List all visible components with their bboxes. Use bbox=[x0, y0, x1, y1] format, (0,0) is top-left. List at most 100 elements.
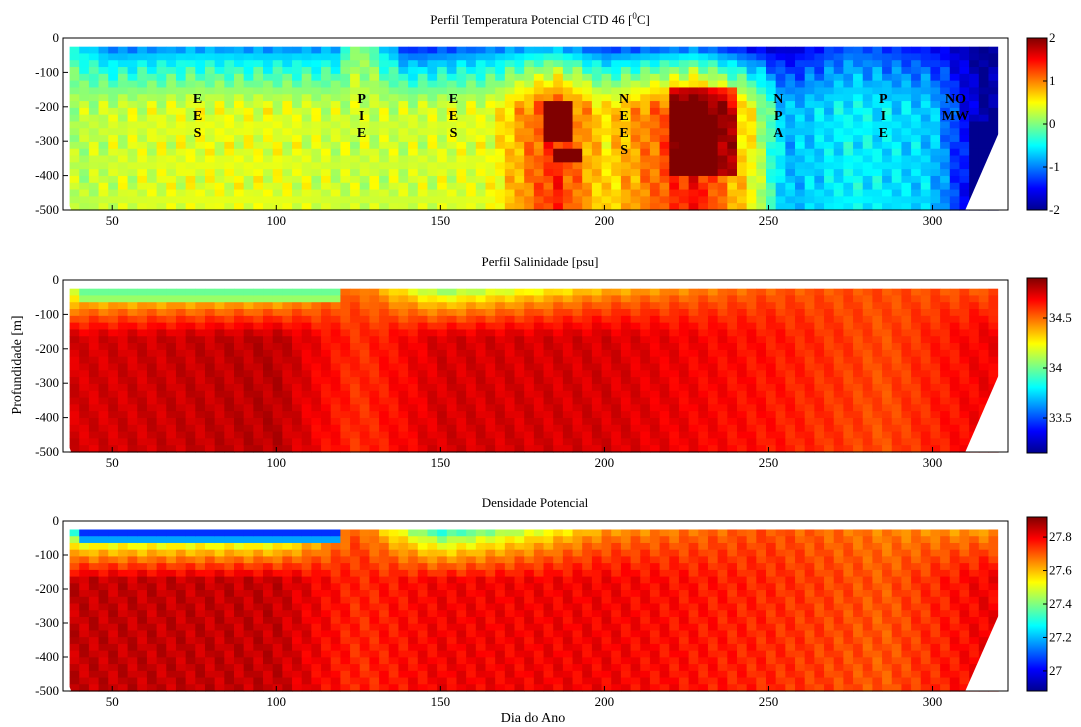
field-cell bbox=[949, 390, 961, 399]
field-cell bbox=[340, 424, 351, 433]
field-cell bbox=[620, 404, 632, 412]
field-cell bbox=[321, 80, 332, 89]
field-cell bbox=[214, 329, 225, 337]
field-cell bbox=[369, 343, 380, 351]
field-cell bbox=[949, 60, 961, 68]
field-cell bbox=[108, 643, 119, 652]
field-cell bbox=[872, 404, 883, 412]
field-cell bbox=[146, 107, 158, 116]
field-cell bbox=[543, 155, 554, 163]
field-cell bbox=[330, 438, 341, 446]
field-cell bbox=[978, 288, 990, 297]
field-cell bbox=[417, 411, 429, 419]
field-cell bbox=[988, 73, 999, 82]
field-cell bbox=[427, 114, 438, 123]
field-cell bbox=[108, 431, 119, 439]
field-cell bbox=[292, 60, 303, 68]
field-cell bbox=[98, 329, 109, 337]
field-cell bbox=[824, 349, 835, 358]
field-cell bbox=[969, 121, 980, 129]
field-cell bbox=[166, 596, 177, 605]
field-cell bbox=[669, 356, 680, 365]
field-cell bbox=[340, 370, 351, 378]
field-cell bbox=[282, 46, 293, 55]
field-cell bbox=[146, 60, 158, 68]
field-cell bbox=[582, 101, 593, 109]
field-cell bbox=[485, 128, 496, 136]
field-cell bbox=[146, 343, 158, 351]
field-cell bbox=[930, 404, 941, 412]
field-cell bbox=[398, 383, 409, 392]
field-cell bbox=[775, 329, 786, 337]
field-cell bbox=[340, 431, 351, 439]
field-cell bbox=[408, 94, 419, 102]
field-cell bbox=[640, 370, 651, 378]
field-cell bbox=[175, 60, 187, 68]
field-cell bbox=[466, 377, 477, 385]
field-cell bbox=[756, 404, 767, 412]
field-cell bbox=[495, 169, 506, 177]
field-cell bbox=[601, 60, 612, 68]
field-cell bbox=[814, 189, 825, 197]
field-cell bbox=[611, 203, 622, 211]
field-cell bbox=[127, 155, 138, 163]
field-cell bbox=[862, 175, 874, 184]
field-cell bbox=[108, 569, 119, 578]
field-cell bbox=[146, 196, 158, 204]
field-cell bbox=[224, 370, 235, 378]
field-cell bbox=[224, 182, 235, 191]
field-cell bbox=[814, 356, 825, 365]
field-cell bbox=[553, 67, 564, 75]
field-cell bbox=[504, 121, 516, 129]
field-cell bbox=[156, 643, 167, 652]
field-cell bbox=[688, 189, 699, 197]
field-cell bbox=[562, 101, 574, 109]
field-cell bbox=[862, 141, 874, 150]
field-cell bbox=[843, 148, 854, 157]
field-cell bbox=[746, 155, 757, 163]
field-cell bbox=[214, 424, 225, 433]
field-cell bbox=[98, 684, 109, 692]
field-cell bbox=[814, 404, 825, 412]
field-cell bbox=[707, 73, 719, 82]
field-cell bbox=[795, 182, 806, 191]
field-cell bbox=[475, 101, 487, 109]
field-cell bbox=[214, 445, 225, 453]
field-cell bbox=[814, 383, 825, 392]
field-cell bbox=[446, 329, 458, 337]
field-cell bbox=[824, 363, 835, 371]
field-cell bbox=[930, 189, 941, 197]
field-cell bbox=[388, 295, 400, 303]
field-cell bbox=[446, 336, 458, 344]
field-cell bbox=[959, 189, 970, 197]
field-cell bbox=[146, 155, 158, 163]
field-cell bbox=[146, 411, 158, 419]
field-cell bbox=[79, 67, 90, 75]
field-cell bbox=[582, 424, 593, 433]
field-cell bbox=[582, 175, 593, 184]
field-cell bbox=[117, 135, 129, 143]
field-cell bbox=[243, 53, 254, 61]
field-cell bbox=[475, 155, 487, 163]
field-cell bbox=[795, 336, 806, 344]
field-cell bbox=[301, 322, 312, 331]
field-cell bbox=[630, 295, 641, 303]
field-cell bbox=[940, 121, 951, 129]
field-cell bbox=[185, 87, 196, 95]
field-cell bbox=[146, 445, 158, 453]
field-cell bbox=[214, 155, 225, 163]
field-cell bbox=[707, 397, 719, 405]
field-cell bbox=[475, 356, 487, 365]
field-cell bbox=[427, 203, 438, 211]
field-cell bbox=[88, 203, 100, 211]
field-cell bbox=[408, 404, 419, 412]
field-cell bbox=[379, 349, 390, 358]
field-cell bbox=[137, 616, 148, 625]
field-cell bbox=[833, 87, 844, 95]
field-cell bbox=[398, 370, 409, 378]
field-cell bbox=[88, 377, 100, 385]
field-cell bbox=[456, 94, 467, 102]
field-cell bbox=[175, 390, 187, 399]
field-cell bbox=[766, 107, 777, 116]
field-cell bbox=[804, 189, 815, 197]
